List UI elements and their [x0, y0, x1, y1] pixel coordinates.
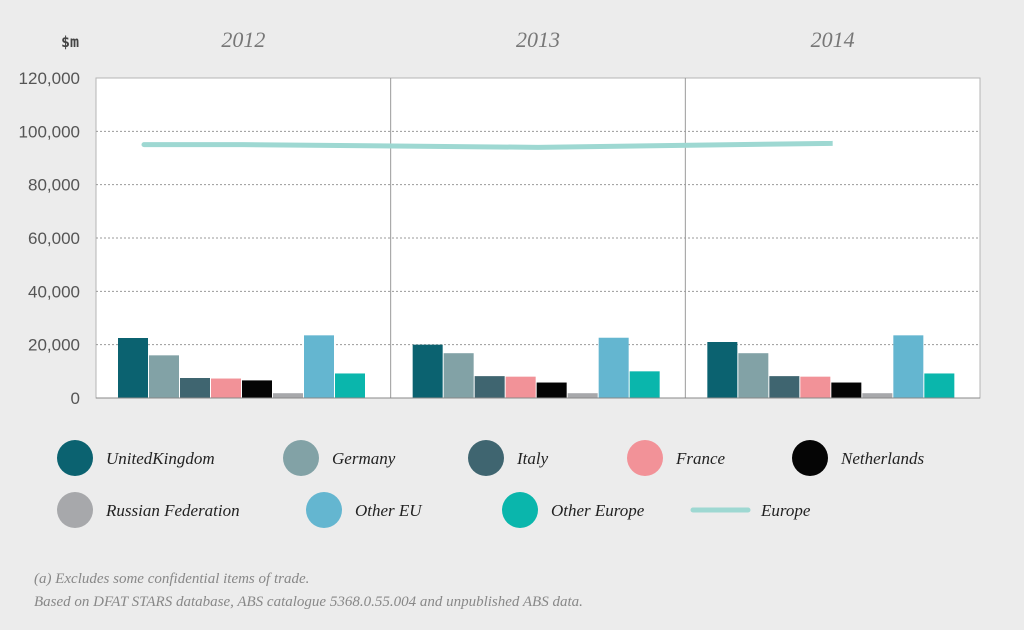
- bar: [598, 337, 629, 398]
- legend-swatch: [792, 440, 828, 476]
- europe-line: [141, 140, 835, 150]
- bar: [893, 335, 924, 398]
- legend-swatch: [283, 440, 319, 476]
- y-tick-label: 60,000: [28, 229, 80, 248]
- bar: [180, 378, 210, 398]
- bar: [800, 376, 831, 398]
- bar: [629, 371, 660, 398]
- bar: [211, 378, 241, 398]
- y-tick-label: 40,000: [28, 282, 80, 301]
- y-unit-label: $m: [61, 33, 79, 51]
- bar: [707, 342, 738, 398]
- legend-label: Italy: [516, 449, 549, 468]
- bar: [924, 373, 955, 398]
- legend-label: Other Europe: [551, 501, 645, 520]
- bar: [304, 335, 334, 398]
- legend-swatch: [57, 440, 93, 476]
- y-tick-label: 0: [71, 389, 80, 408]
- legend-label: Netherlands: [840, 449, 924, 468]
- bar: [769, 376, 800, 398]
- category-label: 2014: [811, 27, 855, 52]
- bar: [505, 376, 536, 398]
- footnote-source: Based on DFAT STARS database, ABS catalo…: [34, 594, 583, 610]
- legend-swatch: [57, 492, 93, 528]
- bar: [536, 382, 567, 398]
- legend-label: Germany: [332, 449, 396, 468]
- bar: [474, 376, 505, 398]
- category-label: 2013: [516, 27, 560, 52]
- bar: [412, 344, 443, 398]
- bar: [335, 373, 365, 398]
- bar: [118, 338, 148, 398]
- footnote-note: (a) Excludes some confidential items of …: [34, 571, 310, 587]
- y-tick-label: 120,000: [19, 69, 80, 88]
- legend-label: Europe: [760, 501, 811, 520]
- legend-label: France: [675, 449, 726, 468]
- bar: [862, 393, 893, 398]
- legend-swatch: [627, 440, 663, 476]
- category-label: 2012: [221, 27, 265, 52]
- legend-swatch: [502, 492, 538, 528]
- y-tick-label: 100,000: [19, 122, 80, 141]
- bar: [443, 353, 474, 398]
- bar: [567, 393, 598, 398]
- bar: [738, 353, 769, 398]
- legend-label: Other EU: [355, 501, 423, 520]
- bar: [149, 355, 179, 398]
- bar: [831, 382, 862, 398]
- legend-label: Russian Federation: [105, 501, 240, 520]
- y-tick-label: 80,000: [28, 176, 80, 195]
- bar: [242, 380, 272, 398]
- legend-label: UnitedKingdom: [106, 449, 215, 468]
- legend-swatch: [468, 440, 504, 476]
- y-tick-label: 20,000: [28, 336, 80, 355]
- legend-swatch: [306, 492, 342, 528]
- bar: [273, 393, 303, 398]
